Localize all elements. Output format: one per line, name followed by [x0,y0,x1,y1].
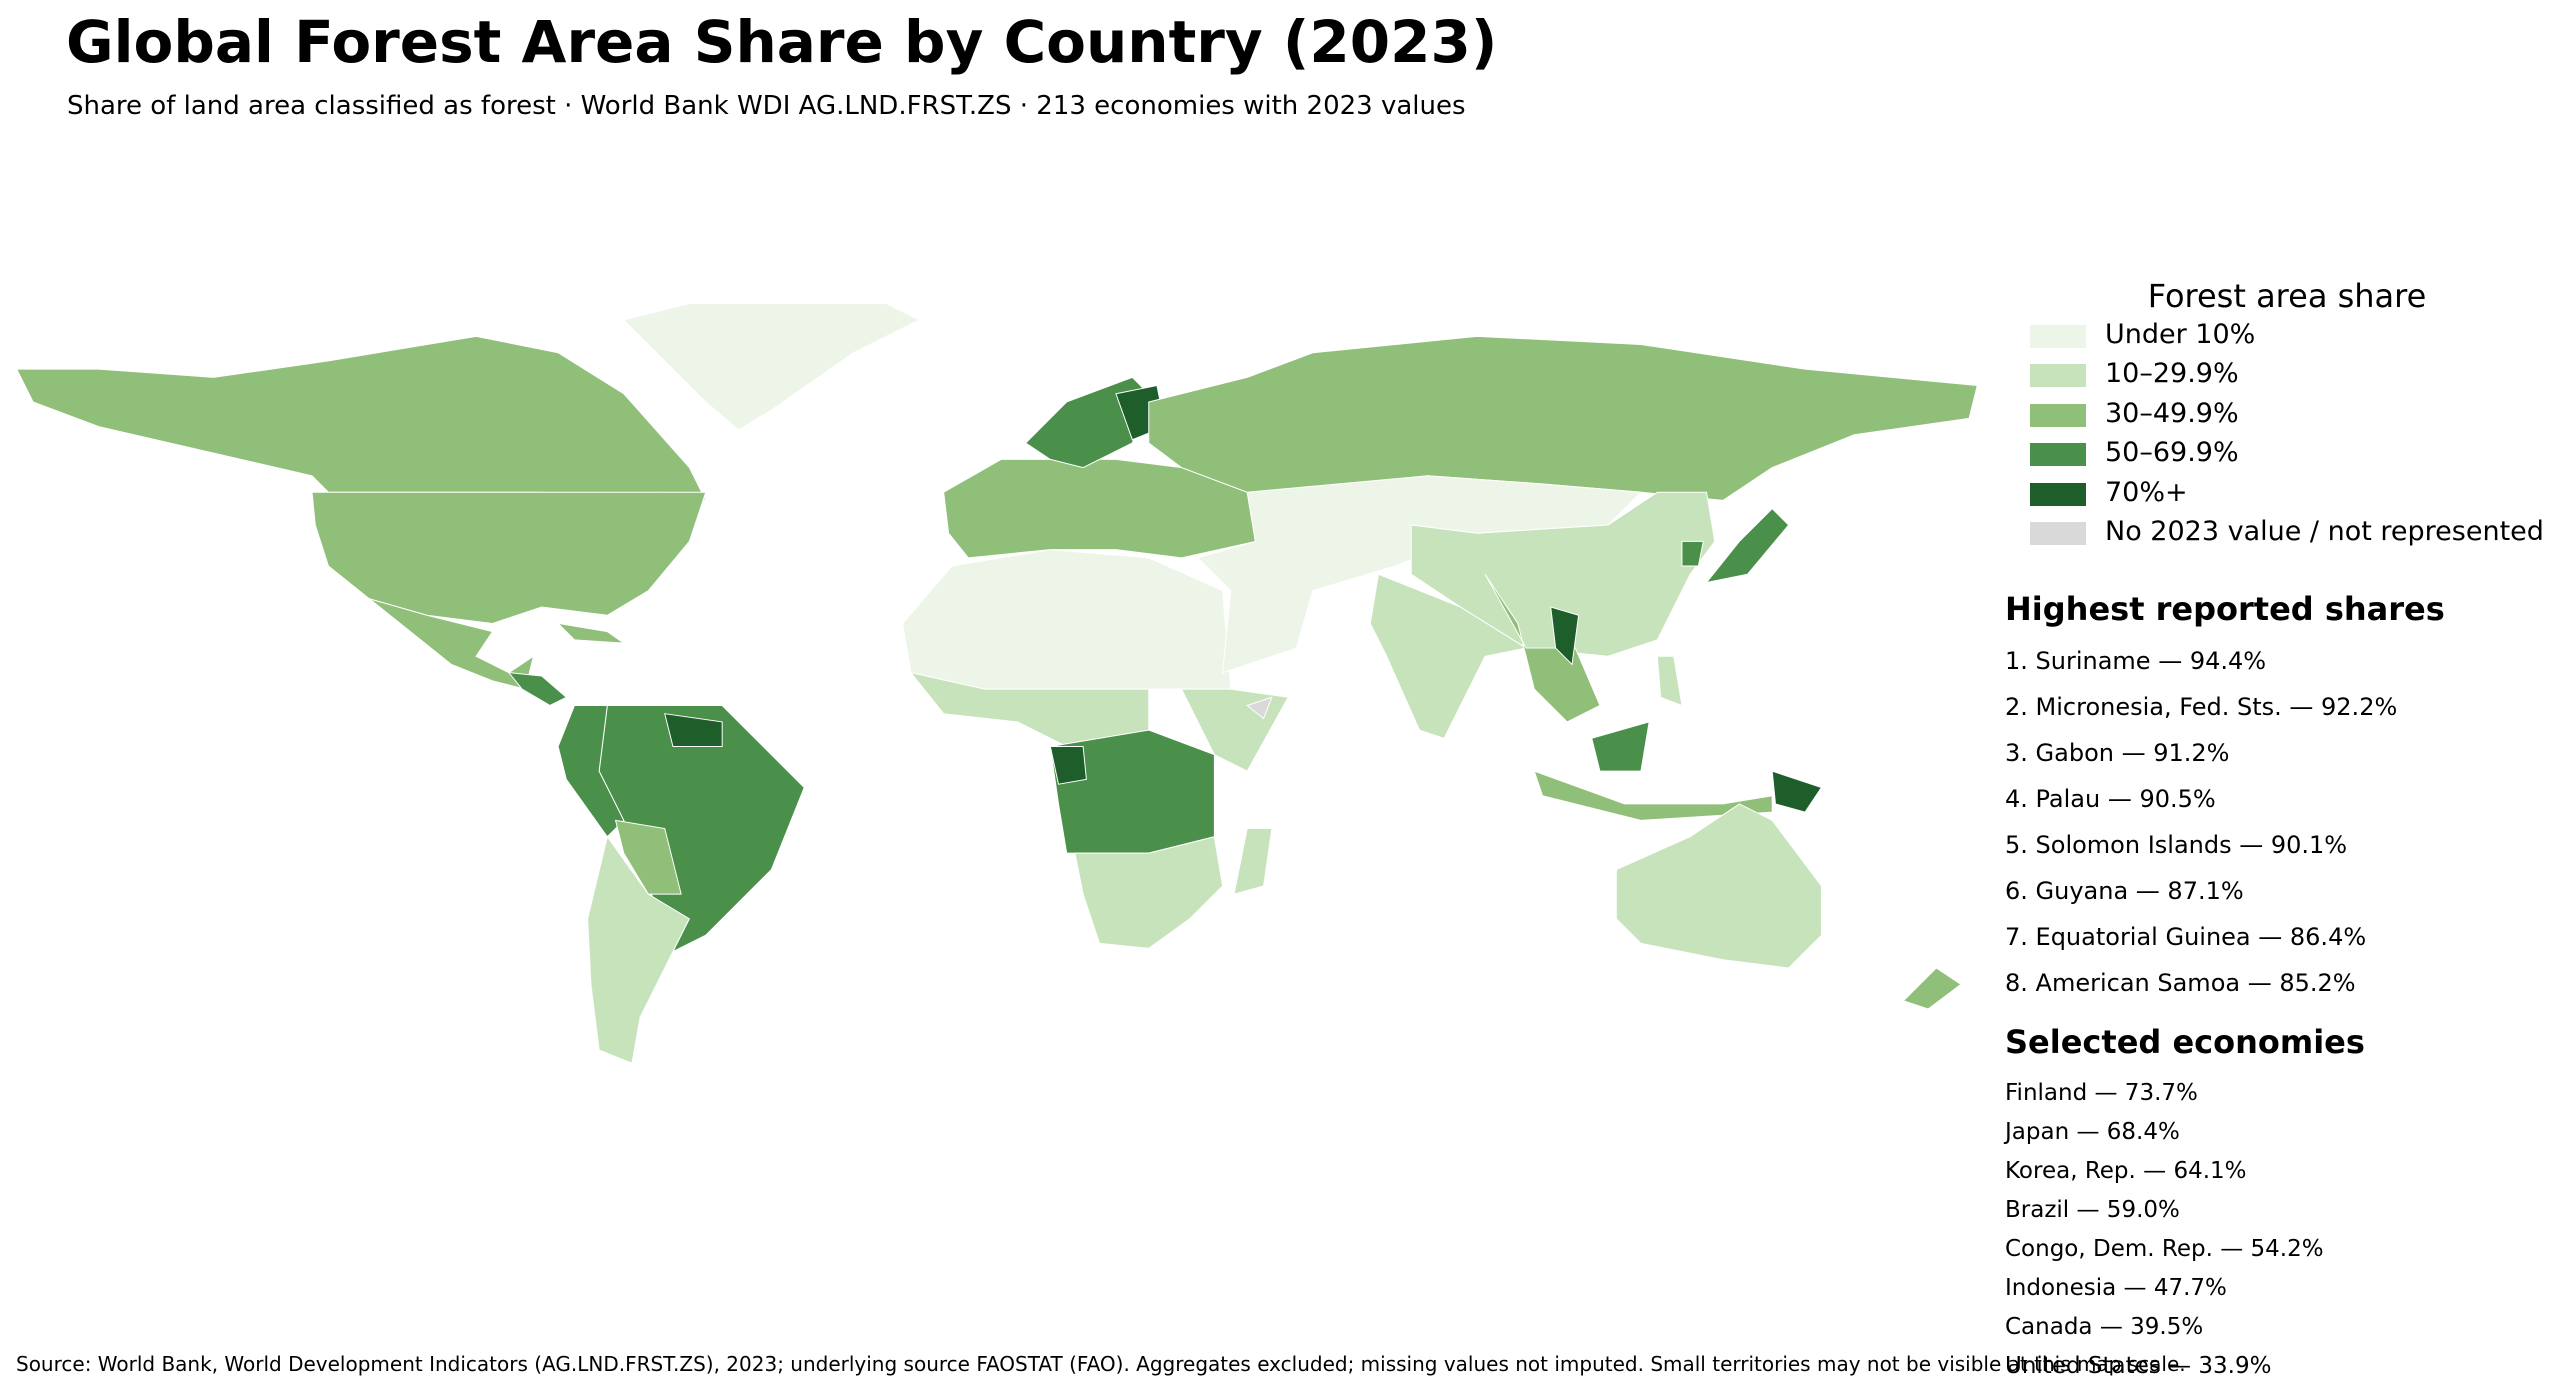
southeast-asia [1484,573,1601,723]
somaliland [1246,696,1273,720]
selected-item: Indonesia — 47.7% [2005,1275,2227,1301]
philippines [1656,655,1683,707]
source-note: Source: World Bank, World Development In… [16,1352,2186,1376]
legend-label: 30–49.9% [2105,397,2239,429]
southern-africa [1074,836,1224,949]
highest-item: 5. Solomon Islands — 90.1% [2005,831,2348,859]
legend-swatch [2030,325,2086,348]
laos [1550,606,1580,666]
legend-label: Under 10% [2105,319,2256,350]
madagascar [1233,828,1273,895]
united-states [311,491,707,624]
selected-item: Korea, Rep. — 64.1% [2005,1158,2247,1184]
legend-label: No 2023 value / not represented [2105,516,2544,547]
legend-label: 70%+ [2105,476,2188,508]
highest-item: 3. Gabon — 91.2% [2005,739,2230,767]
selected-item: Canada — 39.5% [2005,1314,2204,1340]
highest-item: 8. American Samoa — 85.2% [2005,969,2356,997]
canada [15,335,707,502]
new-zealand [1902,967,1962,1010]
legend-swatch [2030,482,2086,506]
title: Global Forest Area Share by Country (202… [66,8,1498,76]
selected-title: Selected economies [2005,1023,2365,1061]
caribbean [556,622,626,644]
papua-new-guinea [1771,770,1823,813]
legend-swatch [2030,443,2086,467]
greenland [622,303,921,431]
highest-item: 1. Suriname — 94.4% [2005,647,2267,675]
gabon [1049,746,1087,785]
highest-item: 4. Palau — 90.5% [2005,785,2216,813]
bolivia-paraguay [614,819,682,895]
selected-item: Congo, Dem. Rep. — 54.2% [2005,1236,2324,1262]
legend-label: 50–69.9% [2105,437,2239,469]
middle-east-central-asia [1197,475,1643,674]
andean [557,704,625,838]
japan [1705,507,1790,584]
selected-item: United States — 33.9% [2005,1353,2272,1379]
legend-swatch [2030,522,2086,545]
north-africa [902,549,1232,690]
korea [1681,540,1704,567]
selected-item: Finland — 73.7% [2005,1080,2198,1106]
selected-item: Brazil — 59.0% [2005,1197,2180,1223]
southern-cone [587,835,691,1064]
selected-item: Japan — 68.4% [2005,1119,2180,1145]
legend-swatch [2030,364,2086,388]
central-america [507,672,568,707]
russia [1148,335,1978,501]
highest-title: Highest reported shares [2005,590,2445,628]
legend-label: 10–29.9% [2105,358,2239,390]
indonesia [1533,770,1773,821]
legend-swatch [2030,403,2086,427]
india [1369,573,1528,739]
highest-item: 7. Equatorial Guinea — 86.4% [2005,923,2367,951]
guianas [664,713,723,747]
australia [1615,803,1822,969]
borneo [1591,721,1650,772]
legend-title: Forest area share [2147,277,2427,315]
highest-item: 6. Guyana — 87.1% [2005,877,2244,905]
subtitle: Share of land area classified as forest … [67,91,1466,121]
highest-item: 2. Micronesia, Fed. Sts. — 92.2% [2005,693,2398,721]
mexico [369,598,535,690]
